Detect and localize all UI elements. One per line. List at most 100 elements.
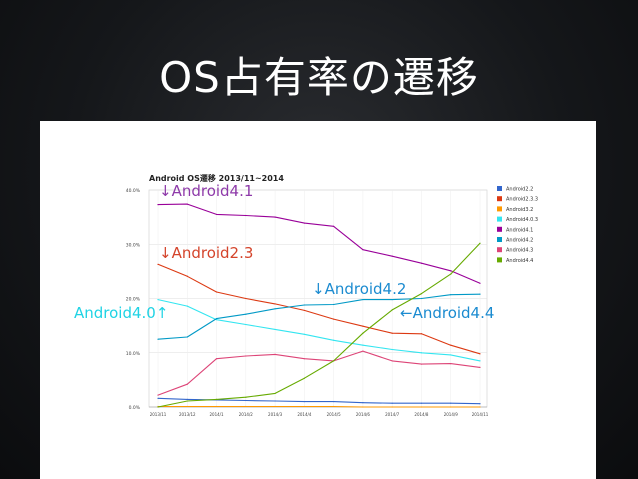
data-point — [186, 398, 188, 401]
data-point — [186, 383, 188, 385]
data-point — [303, 222, 305, 224]
data-point — [186, 405, 188, 408]
data-point — [333, 303, 335, 306]
data-point — [157, 394, 159, 396]
data-point — [303, 400, 305, 403]
legend-label: Android4.1 — [506, 227, 533, 233]
data-point — [450, 354, 452, 356]
data-point — [391, 298, 393, 301]
x-tick-label: 2014/11 — [472, 412, 489, 417]
data-point — [333, 400, 335, 403]
chart-panel — [40, 121, 596, 479]
data-point — [391, 309, 393, 311]
data-point — [420, 352, 423, 354]
data-point — [450, 273, 452, 275]
data-point — [186, 305, 188, 307]
data-point — [420, 262, 423, 264]
data-point — [479, 360, 481, 362]
x-tick-label: 2014/6 — [356, 412, 371, 417]
data-point — [333, 405, 335, 408]
data-point — [333, 225, 335, 227]
data-point — [362, 325, 364, 327]
y-tick-label: 40.0% — [126, 188, 141, 194]
data-point — [157, 204, 159, 206]
data-point — [450, 344, 452, 346]
legend-label: Android4.3 — [506, 248, 533, 254]
series-line — [157, 299, 481, 362]
data-point — [215, 213, 218, 216]
data-point — [157, 298, 159, 301]
series-line — [157, 293, 481, 340]
series-line — [157, 350, 481, 396]
data-point — [215, 398, 218, 401]
data-point — [479, 242, 481, 244]
y-tick-label: 10.0% — [126, 351, 141, 357]
data-point — [362, 402, 364, 404]
data-point — [333, 318, 335, 320]
data-point — [333, 339, 335, 341]
data-point — [450, 402, 452, 404]
data-point — [479, 403, 481, 405]
chart-title: Android OS遷移 2013/11~2014 — [149, 173, 284, 183]
data-point — [420, 406, 423, 408]
data-point — [450, 294, 452, 296]
series-line — [157, 203, 481, 284]
data-point — [245, 323, 247, 326]
x-tick-label: 2013/12 — [179, 412, 196, 417]
data-point — [274, 216, 276, 218]
data-point — [245, 396, 247, 398]
legend-swatch — [497, 237, 502, 242]
x-tick-label: 2014/2 — [239, 412, 254, 417]
data-point — [157, 263, 159, 265]
data-point — [420, 293, 423, 295]
x-tick-label: 2014/5 — [327, 412, 342, 417]
legend-label: Android4.4 — [506, 258, 533, 264]
legend-swatch — [497, 226, 502, 232]
legend-swatch — [497, 257, 502, 263]
x-tick-label: 2014/3 — [268, 412, 283, 417]
data-point — [420, 333, 423, 335]
data-point — [157, 406, 159, 408]
data-point — [245, 405, 247, 408]
data-point — [391, 255, 393, 257]
data-point — [215, 358, 218, 360]
callout-android40: Android4.0↑ — [74, 304, 169, 322]
data-point — [362, 249, 364, 251]
data-point — [245, 214, 247, 217]
y-tick-label: 20.0% — [126, 297, 141, 303]
data-point — [420, 297, 423, 300]
data-point — [186, 203, 188, 205]
data-point — [274, 328, 276, 331]
data-point — [303, 358, 305, 360]
data-point — [303, 304, 305, 306]
legend-swatch — [497, 247, 502, 253]
data-point — [362, 298, 364, 301]
data-point — [274, 405, 276, 408]
data-point — [391, 406, 393, 408]
data-point — [479, 282, 481, 284]
data-point — [274, 392, 276, 395]
callout-android41: ↓Android4.1 — [159, 182, 254, 200]
data-point — [362, 350, 364, 352]
data-point — [274, 308, 276, 310]
data-point — [450, 406, 452, 408]
series-line — [158, 405, 480, 408]
data-point — [245, 297, 247, 300]
legend-swatch — [497, 186, 502, 191]
line-chart: Android OS遷移 2013/11~2014 0.0% 10.0% 20.0%… — [126, 173, 538, 417]
legend-swatch — [497, 206, 502, 212]
data-point — [303, 333, 305, 335]
data-point — [450, 270, 452, 272]
data-point — [450, 363, 452, 365]
data-point — [420, 363, 423, 365]
callout-android42: ↓Android4.2 — [312, 280, 407, 298]
data-point — [391, 332, 393, 334]
data-point — [245, 399, 247, 402]
data-point — [215, 405, 218, 408]
data-point — [245, 313, 247, 315]
series-line — [157, 263, 481, 355]
callout-android44: ←Android4.4 — [400, 304, 495, 322]
data-point — [303, 377, 305, 379]
x-tick-label: 2014/7 — [385, 412, 400, 417]
x-tick-label: 2014/1 — [210, 412, 225, 417]
